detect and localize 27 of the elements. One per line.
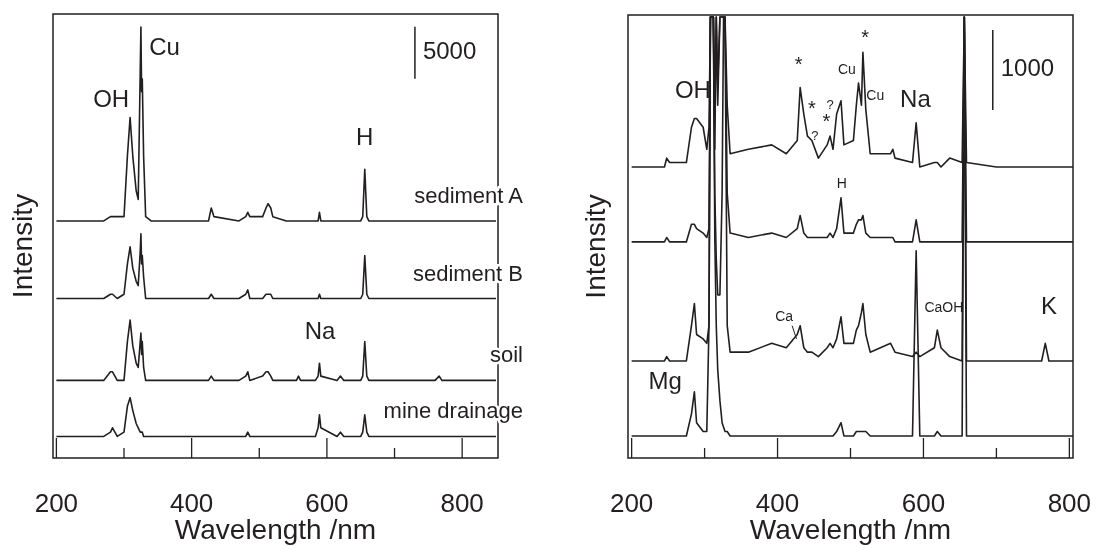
x-tick-label: 800 xyxy=(1047,488,1092,518)
annotation: Cu xyxy=(149,32,180,60)
x-tick-label: 200 xyxy=(34,488,79,518)
annotation: Ca xyxy=(775,307,794,324)
annotation: * xyxy=(807,96,816,119)
annotation: Mg xyxy=(648,367,682,395)
annotation: OH xyxy=(674,76,711,104)
annotation: * xyxy=(822,110,831,133)
annotation: * xyxy=(794,52,803,75)
y-axis-title: Intensity xyxy=(7,193,39,299)
x-tick-label: 200 xyxy=(609,488,654,518)
annotation: * xyxy=(861,26,870,49)
annotation: K xyxy=(1040,292,1057,320)
annotation: CaOH xyxy=(924,298,964,315)
annotation: Cu xyxy=(837,60,856,77)
annotation: Na xyxy=(304,317,337,345)
y-axis-title: Intensity xyxy=(580,194,612,299)
annotation: H xyxy=(836,175,847,192)
annotation: Cu xyxy=(866,87,885,104)
annotation: Na xyxy=(900,85,932,113)
annotation: H xyxy=(356,123,374,151)
annotation: ? xyxy=(811,127,819,143)
annotation: 5000 xyxy=(422,37,477,65)
annotation: ? xyxy=(826,96,834,112)
x-tick-label: 800 xyxy=(440,488,484,518)
annotation: OH xyxy=(93,84,130,112)
annotation: 1000 xyxy=(1000,54,1055,82)
